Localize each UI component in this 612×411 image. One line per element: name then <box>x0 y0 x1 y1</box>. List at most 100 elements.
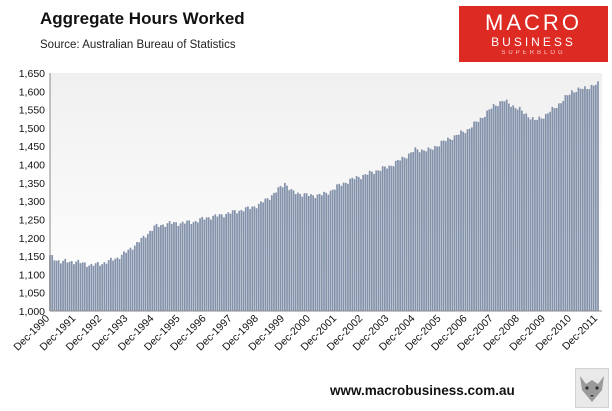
bar <box>334 189 336 311</box>
y-tick-label: 1,150 <box>19 251 45 263</box>
bar <box>590 84 593 311</box>
bar <box>479 117 482 312</box>
bar <box>455 134 458 311</box>
bar <box>507 103 510 311</box>
chart-source: Source: Australian Bureau of Statistics <box>40 39 236 51</box>
bar <box>340 185 343 311</box>
bar <box>244 207 247 311</box>
bar <box>416 149 419 311</box>
bar <box>568 94 571 311</box>
bar <box>475 121 478 311</box>
bar <box>351 177 354 311</box>
bar <box>181 221 184 311</box>
bar <box>323 191 325 311</box>
bar <box>370 171 373 311</box>
bar <box>579 88 582 311</box>
bar <box>277 187 280 311</box>
y-tick-label: 1,600 <box>19 86 45 98</box>
bar <box>170 223 173 311</box>
bar <box>201 216 204 311</box>
bar <box>394 160 397 311</box>
bar <box>312 195 314 311</box>
bar <box>110 257 112 311</box>
bar <box>407 153 410 311</box>
bar <box>542 118 545 311</box>
bar <box>588 89 591 311</box>
bar <box>166 223 169 311</box>
bar <box>118 259 121 311</box>
bar <box>471 127 473 311</box>
bar <box>466 129 469 311</box>
bar <box>460 130 462 311</box>
bar <box>360 179 362 311</box>
bar <box>105 263 108 311</box>
bar <box>325 192 328 311</box>
bar <box>525 113 528 311</box>
bar <box>538 116 541 312</box>
bar <box>129 247 132 311</box>
bar <box>101 264 104 311</box>
bar <box>179 223 182 311</box>
bar <box>53 260 56 311</box>
bar <box>249 209 251 311</box>
bar <box>362 174 365 311</box>
bar <box>405 158 408 311</box>
bar <box>112 260 114 311</box>
bar <box>120 254 123 311</box>
bar <box>573 92 575 311</box>
bar <box>384 166 386 311</box>
bar <box>544 113 547 311</box>
bar <box>429 148 432 311</box>
bar <box>270 195 273 311</box>
bar <box>81 262 84 311</box>
bar <box>225 213 228 311</box>
bar <box>266 198 269 311</box>
bar <box>375 170 378 311</box>
bar <box>216 216 219 311</box>
macro-business-logo: MACRO BUSINESS SUPERBLOG <box>459 6 608 62</box>
bar <box>60 263 62 311</box>
bar <box>144 237 147 311</box>
bar <box>518 106 521 311</box>
bar <box>560 103 562 312</box>
bar <box>397 159 399 311</box>
bar <box>257 203 260 311</box>
bar <box>464 133 467 311</box>
bar <box>151 230 154 311</box>
bar <box>457 134 460 311</box>
bar <box>205 217 208 311</box>
bar <box>183 223 186 311</box>
bar <box>418 152 421 311</box>
bar <box>227 212 230 311</box>
bar <box>503 101 506 311</box>
bar <box>114 258 117 311</box>
bar <box>540 118 543 311</box>
bar <box>316 194 319 311</box>
bar <box>355 176 358 311</box>
bar <box>127 249 130 311</box>
bar <box>336 184 338 311</box>
bar <box>305 193 308 311</box>
bar <box>99 265 101 311</box>
bar <box>586 89 588 312</box>
bar <box>501 101 504 311</box>
bar <box>364 174 367 311</box>
bar <box>531 117 534 312</box>
bar <box>173 221 175 311</box>
bar <box>160 225 162 311</box>
bar <box>77 259 80 311</box>
bar <box>562 100 565 312</box>
bar <box>203 219 206 311</box>
y-tick-label: 1,400 <box>19 160 45 172</box>
bar <box>107 260 110 311</box>
bar <box>514 108 517 311</box>
bar <box>133 245 136 311</box>
bar <box>162 224 164 311</box>
bar-series <box>49 81 599 312</box>
bar <box>149 230 151 311</box>
bar <box>292 190 295 311</box>
bar <box>427 147 430 311</box>
bar <box>571 90 573 311</box>
bar <box>62 260 64 311</box>
